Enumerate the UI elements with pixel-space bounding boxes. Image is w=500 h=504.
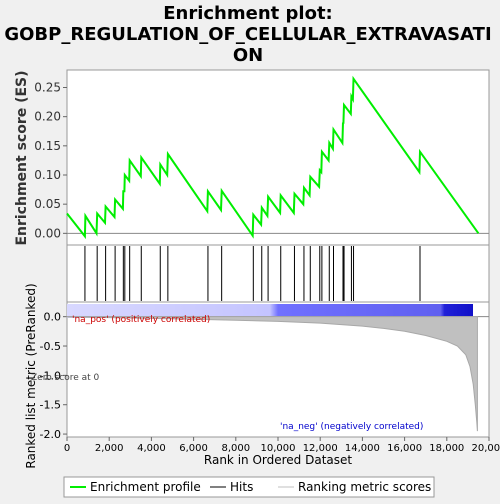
es-y-ticks: 0.00 0.05 0.10 0.15 0.20 0.25 — [34, 81, 67, 241]
rank-x-tick-label: 20,000 — [472, 443, 500, 454]
chart-title-line1: Enrichment plot: — [163, 3, 333, 24]
rank-x-tick-label: 4,000 — [137, 443, 166, 454]
legend-label: Ranking metric scores — [298, 480, 431, 494]
es-y-tick-label: 0.15 — [34, 139, 61, 153]
positive-label: 'na_pos' (positively correlated) — [72, 315, 210, 325]
es-y-tick-label: 0.25 — [34, 81, 61, 95]
metric-y-tick-label: 0.0 — [44, 311, 62, 324]
legend: Enrichment profile Hits Ranking metric sco… — [70, 480, 431, 494]
negative-label: 'na_neg' (negatively correlated) — [280, 422, 423, 432]
es-y-tick-label: 0.00 — [34, 226, 61, 240]
rank-x-tick-label: 18,000 — [429, 443, 464, 454]
chart-title-line3: ON — [233, 45, 263, 66]
metric-y-tick-label: -2.0 — [40, 428, 61, 441]
legend-label: Enrichment profile — [90, 480, 201, 494]
metric-y-tick-label: -1.5 — [40, 399, 61, 412]
rank-x-tick-label: 0 — [64, 443, 70, 454]
es-panel-background — [67, 70, 489, 245]
rank-x-tick-label: 16,000 — [387, 443, 422, 454]
es-y-tick-label: 0.20 — [34, 110, 61, 124]
zero-cross-label: Zero score at 0 — [31, 373, 100, 383]
legend-label: Hits — [230, 480, 253, 494]
es-axis-label: Enrichment score (ES) — [14, 70, 30, 245]
es-y-tick-label: 0.10 — [34, 168, 61, 182]
chart-title-line2: GOBP_REGULATION_OF_CELLULAR_EXTRAVASATI — [4, 24, 491, 45]
es-y-tick-label: 0.05 — [34, 197, 61, 211]
metric-y-tick-label: -0.5 — [40, 340, 61, 353]
rank-x-tick-label: 2,000 — [95, 443, 124, 454]
hits-panel-background — [67, 245, 489, 302]
rank-axis-label: Rank in Ordered Dataset — [204, 453, 352, 467]
